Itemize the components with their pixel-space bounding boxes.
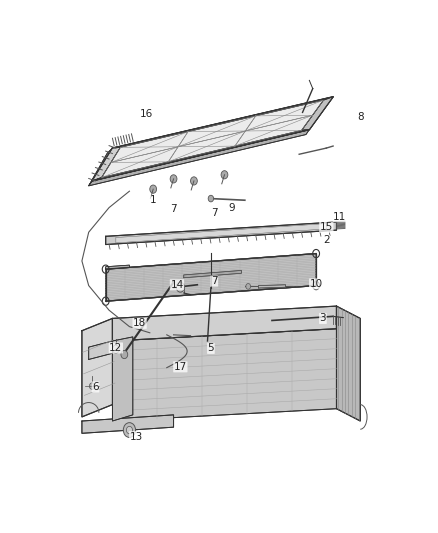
Text: 7: 7 [211,276,218,286]
Text: 15: 15 [320,222,333,232]
Text: 10: 10 [310,279,323,289]
Text: 12: 12 [109,343,123,353]
Polygon shape [88,148,113,186]
Polygon shape [92,97,333,181]
Polygon shape [88,341,113,359]
Circle shape [124,423,135,438]
Text: 1: 1 [150,195,156,205]
Circle shape [127,426,132,434]
Polygon shape [184,270,241,278]
Text: 8: 8 [357,112,364,122]
Text: 14: 14 [170,280,184,290]
Text: 6: 6 [92,382,99,392]
Text: 17: 17 [174,362,187,372]
Polygon shape [88,130,309,186]
Text: 7: 7 [211,208,218,218]
Polygon shape [92,130,309,181]
Circle shape [121,350,128,359]
Circle shape [208,195,214,202]
Polygon shape [106,265,130,269]
Circle shape [113,345,119,353]
Polygon shape [82,318,113,417]
Text: 13: 13 [130,432,143,442]
Text: 2: 2 [323,236,330,245]
Polygon shape [92,147,120,181]
Text: 9: 9 [228,204,235,213]
Text: 5: 5 [208,343,214,353]
Text: 11: 11 [333,212,346,222]
Polygon shape [82,415,173,433]
Polygon shape [113,97,333,148]
Circle shape [176,282,184,292]
Polygon shape [102,100,323,177]
Text: 16: 16 [140,109,153,119]
Polygon shape [336,306,360,421]
Text: 3: 3 [320,313,326,324]
Polygon shape [113,329,336,421]
Text: 18: 18 [133,318,146,328]
Text: 7: 7 [170,204,177,214]
Circle shape [221,171,228,179]
Circle shape [191,177,197,185]
Circle shape [170,175,177,183]
Polygon shape [301,97,333,131]
Polygon shape [116,224,326,243]
Polygon shape [106,254,316,301]
Polygon shape [113,306,336,341]
Circle shape [246,284,251,289]
Polygon shape [113,337,133,421]
Polygon shape [258,285,286,288]
Circle shape [150,185,156,193]
Circle shape [89,383,95,390]
Polygon shape [106,222,336,245]
